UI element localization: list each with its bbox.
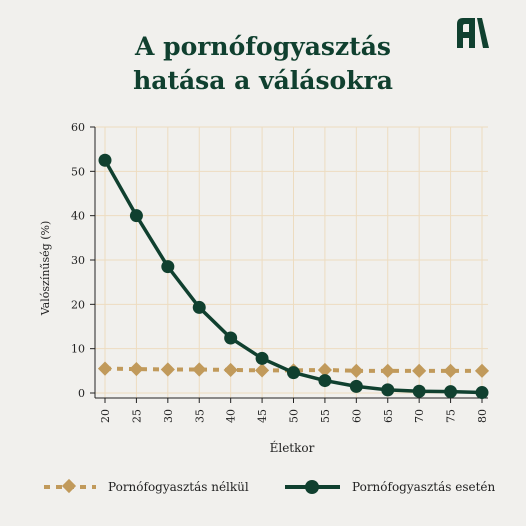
series-1-point (161, 260, 175, 274)
legend-label-with: Pornófogyasztás esetén (352, 480, 495, 494)
series-1-point (475, 386, 489, 400)
series-1-point (98, 153, 112, 167)
y-tick-label: 10 (71, 343, 85, 356)
series-1-point (444, 385, 458, 399)
y-tick-label: 40 (71, 210, 85, 223)
chart-ticks: 0 10 20 30 40 50 60 20 25 30 35 40 45 50 55 60 65 70 75 80 (71, 121, 489, 423)
series-0-point (192, 362, 207, 377)
series-0-point (349, 363, 364, 378)
legend-marker-without (61, 478, 77, 494)
legend-marker-with (305, 480, 319, 494)
series-1-point (129, 209, 143, 223)
legend-label-without: Pornófogyasztás nélkül (108, 480, 249, 494)
chart-series (97, 153, 490, 400)
series-1-point (287, 366, 300, 380)
y-tick-label: 50 (71, 165, 85, 178)
series-0-point (412, 363, 427, 378)
chart-grid (95, 126, 488, 398)
y-tick-label: 0 (78, 387, 85, 400)
series-0-point (317, 362, 332, 378)
series-0-point (380, 363, 395, 378)
y-tick-label: 30 (71, 254, 85, 267)
x-tick-label: 75 (445, 409, 458, 423)
x-tick-label: 70 (413, 409, 426, 423)
series-0-point (129, 361, 144, 377)
chart-legend: Pornófogyasztás nélkül Pornófogyasztás e… (44, 478, 495, 494)
chart-title-line-1: A pornófogyasztás (134, 32, 391, 61)
series-1-point (224, 331, 238, 345)
x-tick-label: 35 (193, 409, 206, 423)
series-1-point (349, 379, 363, 393)
x-tick-label: 30 (162, 409, 175, 423)
chart-title: A pornófogyasztás hatása a válásokra (0, 30, 526, 98)
series-0-point (160, 362, 175, 377)
series-0-point (255, 363, 270, 378)
x-tick-label: 60 (350, 409, 363, 423)
x-tick-label: 25 (130, 409, 143, 423)
series-0-point (223, 362, 238, 378)
x-tick-label: 45 (256, 409, 269, 423)
series-0-point (474, 363, 490, 378)
y-tick-label: 20 (71, 298, 85, 311)
x-tick-label: 55 (319, 409, 332, 423)
series-1-point (318, 374, 332, 388)
chart-title-line-2: hatása a válásokra (133, 66, 393, 95)
series-1-point (412, 384, 426, 398)
x-tick-label: 80 (476, 409, 489, 423)
y-tick-label: 60 (71, 121, 85, 134)
x-tick-label: 40 (225, 409, 238, 423)
series-1-point (255, 351, 269, 365)
series-0-point (443, 363, 458, 378)
series-0-point (97, 361, 113, 376)
x-tick-label: 50 (288, 409, 301, 423)
series-1-point (192, 300, 206, 314)
y-axis-label: Valószínűség (%) (39, 221, 52, 317)
x-tick-label: 20 (99, 409, 112, 423)
brand-logo-icon (457, 18, 489, 48)
x-axis-label: Életkor (270, 440, 315, 455)
series-1-point (381, 383, 395, 397)
chart-axes (94, 127, 488, 399)
x-tick-label: 65 (382, 409, 395, 423)
